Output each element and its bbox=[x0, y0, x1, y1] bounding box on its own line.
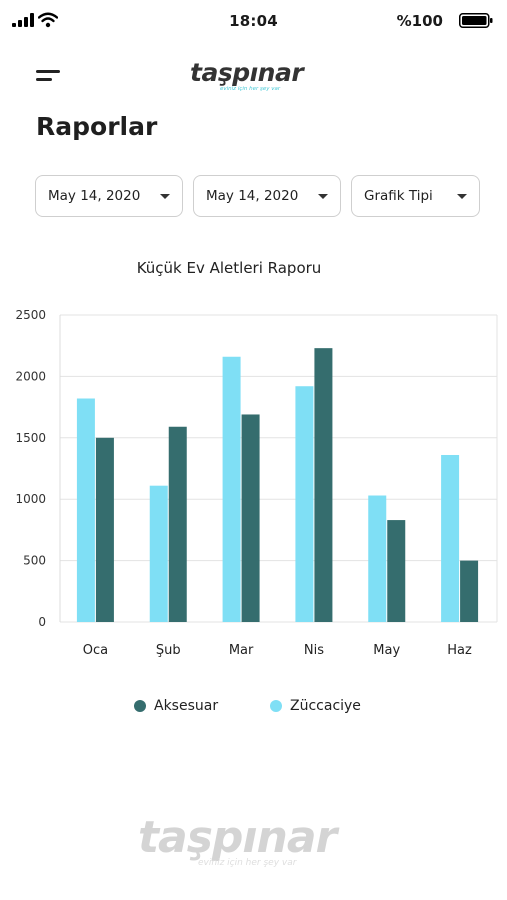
wifi-icon bbox=[38, 12, 58, 28]
x-tick-label: Şub bbox=[156, 643, 181, 658]
bar bbox=[387, 520, 406, 622]
logo-tagline: eviniz için her şey var bbox=[220, 86, 281, 92]
bar bbox=[241, 414, 260, 622]
bar bbox=[76, 398, 95, 622]
chevron-down-icon bbox=[457, 193, 467, 199]
chevron-down-icon bbox=[160, 193, 170, 199]
status-bar: 18:04 %100 bbox=[0, 0, 507, 44]
signal-icon bbox=[12, 13, 34, 27]
battery-icon bbox=[459, 13, 493, 28]
chart-title: Küçük Ev Aletleri Raporu bbox=[136, 259, 322, 277]
bar bbox=[149, 485, 168, 622]
footer-logo: taşpınar eviniz için her şey var bbox=[138, 812, 368, 872]
start-date-value: May 14, 2020 bbox=[48, 188, 141, 204]
bar bbox=[295, 386, 314, 622]
x-tick-label: Mar bbox=[229, 643, 254, 658]
y-tick-label: 2500 bbox=[15, 308, 46, 322]
bar bbox=[222, 356, 241, 622]
battery-percent: %100 bbox=[396, 12, 443, 30]
bar bbox=[314, 348, 333, 622]
menu-icon-line bbox=[36, 78, 52, 81]
menu-button[interactable] bbox=[36, 66, 64, 86]
legend-swatch bbox=[134, 700, 146, 712]
y-tick-label: 2000 bbox=[15, 369, 46, 383]
end-date-value: May 14, 2020 bbox=[206, 188, 299, 204]
menu-icon bbox=[36, 70, 60, 73]
footer-tagline: eviniz için her şey var bbox=[198, 858, 297, 868]
page-title: Raporlar bbox=[36, 112, 158, 141]
legend-item-aksesuar: Aksesuar bbox=[134, 698, 218, 714]
x-tick-label: May bbox=[373, 643, 400, 658]
status-time: 18:04 bbox=[229, 12, 278, 30]
y-tick-label: 1500 bbox=[15, 431, 46, 445]
x-tick-label: Oca bbox=[83, 643, 108, 658]
chart-legend: Aksesuar Züccaciye bbox=[0, 698, 507, 720]
bar bbox=[441, 454, 460, 622]
bar bbox=[460, 560, 479, 622]
y-tick-label: 500 bbox=[23, 554, 46, 568]
footer-logo-text: taşpınar bbox=[138, 812, 337, 863]
legend-label: Züccaciye bbox=[290, 698, 361, 714]
x-tick-label: Nis bbox=[304, 643, 324, 658]
legend-label: Aksesuar bbox=[154, 698, 219, 714]
y-tick-label: 0 bbox=[38, 615, 46, 629]
y-tick-label: 1000 bbox=[15, 492, 46, 506]
bar bbox=[168, 426, 187, 622]
bar-chart: 0 500 1000 1500 2000 2500 Oca Şub Mar Nis May Haz bbox=[15, 308, 498, 658]
legend-swatch bbox=[270, 700, 282, 712]
bar bbox=[368, 495, 387, 622]
x-tick-label: Haz bbox=[447, 643, 472, 658]
end-date-dropdown[interactable]: May 14, 2020 bbox=[193, 175, 341, 217]
chart-type-dropdown[interactable]: Grafik Tipi bbox=[351, 175, 480, 217]
start-date-dropdown[interactable]: May 14, 2020 bbox=[35, 175, 183, 217]
brand-logo: taşpınar eviniz için her şey var bbox=[190, 58, 320, 98]
bar bbox=[95, 437, 114, 622]
chart-type-value: Grafik Tipi bbox=[364, 188, 433, 204]
chevron-down-icon bbox=[318, 193, 328, 199]
logo-text: taşpınar bbox=[190, 58, 304, 87]
legend-item-zuccaciye: Züccaciye bbox=[270, 698, 361, 714]
